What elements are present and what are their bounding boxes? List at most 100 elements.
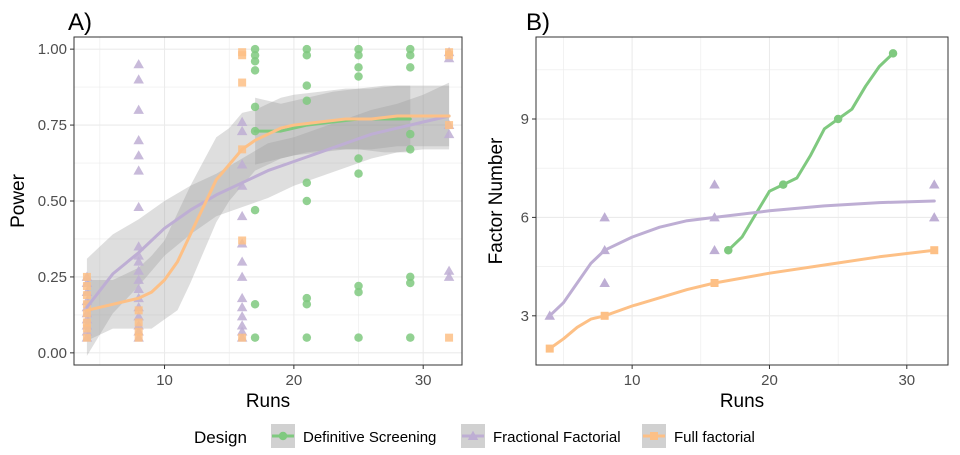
ff-point [133,265,144,275]
ff-point [599,244,610,255]
full-point [238,51,247,60]
ff-point [443,265,455,275]
panel-b-plot: 10 20 30 3 6 9 [521,36,949,389]
full-point [134,306,143,315]
dsd-point [250,50,260,60]
dsd-point [406,63,415,72]
dsd-point [354,333,363,342]
full-point [710,279,719,287]
panel-b-tag: B) [526,9,550,36]
legend-key-marker [467,430,479,440]
dsd-point [250,300,260,309]
dsd-point [888,49,898,58]
dsd-point [406,272,415,282]
ff-point [544,310,555,320]
ff-point [236,159,248,169]
dsd-point [302,96,312,106]
dsd-point [250,44,260,54]
full-confidence-ribbon [86,85,450,341]
x-tick-label: 10 [624,372,641,389]
ff-point [709,179,720,189]
full-point [238,236,247,245]
dsd-point [406,333,415,342]
dsd-point [406,129,415,139]
y-tick-label: 0.25 [38,269,67,286]
dsd-point [302,293,312,303]
x-tick-label: 20 [761,372,778,389]
panel-b-points [544,49,940,353]
full-point [82,318,91,327]
dsd-point [302,44,312,54]
legend-keys: Definitive Screening Fractional Factorial… [271,424,755,448]
full-point [238,78,247,87]
y-tick-label: 3 [521,308,529,325]
full-line [548,248,936,351]
panel-a-grid [74,37,462,365]
ff-point [443,128,455,139]
full-point [134,318,143,327]
full-point [134,327,143,336]
ff-point [236,311,248,321]
legend-label: Fractional Factorial [493,429,621,446]
ff-point [709,212,720,222]
ff-line [548,199,936,318]
dsd-point [302,50,312,60]
full-point [82,300,91,309]
x-tick-label: 30 [415,372,432,389]
ff-point [929,179,940,189]
dsd-point [302,333,312,342]
dsd-confidence-ribbon [255,85,411,165]
dsd-point [354,44,363,54]
ff-point [133,135,144,145]
panel-a-ticks: 10 20 30 0.00 0.25 0.50 0.75 1.00 [38,41,432,389]
full-point [134,333,143,342]
legend-entry-full: Full factorial [642,424,755,448]
dsd-point [302,196,312,206]
ff-point [133,165,144,175]
y-tick-label: 0.00 [38,345,67,362]
ff-point [236,210,248,221]
full-point [82,272,91,281]
x-tick-label: 10 [156,372,173,389]
dsd-point [354,50,363,60]
y-tick-label: 6 [521,209,529,226]
ff-point [236,125,248,136]
dsd-point [302,178,312,188]
legend: Design Definitive Screening Fractional Fa… [194,424,755,448]
full-smooth-line [85,114,451,312]
dsd-point [250,102,260,112]
ff-point [236,302,248,312]
dsd-point [833,114,843,124]
ff-point [236,320,248,330]
dsd-point [302,300,312,309]
y-tick-label: 0.75 [38,117,67,134]
x-tick-label: 20 [286,372,303,389]
full-point [82,333,91,342]
dsd-point [778,180,788,189]
full-point [82,282,91,291]
legend-title: Design [194,428,247,447]
full-point [445,121,454,130]
panel-b-lines [548,51,936,351]
dsd-point [406,145,415,154]
dsd-point [250,57,260,66]
full-point [930,246,939,255]
panel-b-background [536,37,948,365]
ff-point [599,212,610,222]
dsd-point [354,287,363,297]
ff-point [236,292,248,303]
ff-confidence-ribbon [86,82,450,356]
panel-a-tag: A) [68,9,92,36]
panel-b-border [535,36,949,366]
full-point [545,344,554,353]
panel-b-ticks: 10 20 30 3 6 9 [521,111,915,389]
panel-a-plot: 10 20 30 0.00 0.25 0.50 0.75 1.00 [38,36,463,389]
dsd-point [250,333,260,342]
y-tick-label: 1.00 [38,41,67,58]
full-point [238,333,247,342]
ff-point [443,271,455,281]
dsd-point [354,72,363,81]
dsd-point [302,81,312,90]
ff-point [236,180,248,190]
